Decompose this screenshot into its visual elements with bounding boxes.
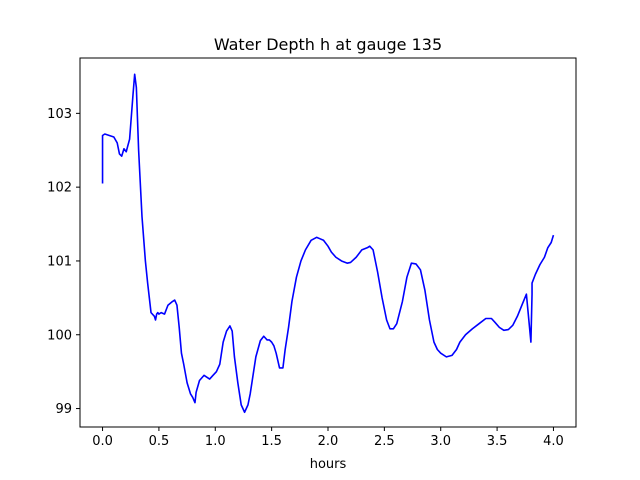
y-tick-label: 103 — [47, 107, 72, 122]
x-tick-label: 0.0 — [92, 434, 113, 449]
x-axis-label: hours — [310, 457, 347, 472]
x-axis-ticks: 0.0 0.5 1.0 1.5 2.0 2.5 3.0 3.5 4.0 — [92, 427, 564, 449]
chart-title: Water Depth h at gauge 135 — [214, 35, 442, 54]
plot-area — [79, 57, 577, 428]
x-tick-label: 3.5 — [487, 434, 508, 449]
x-tick-label: 2.0 — [318, 434, 339, 449]
x-tick-label: 3.0 — [430, 434, 451, 449]
y-tick-label: 99 — [55, 402, 72, 417]
y-tick-label: 101 — [47, 254, 72, 269]
plot-frame — [79, 57, 577, 428]
series-line-0 — [101, 73, 555, 414]
x-tick-label: 0.5 — [149, 434, 170, 449]
x-tick-label: 1.5 — [261, 434, 282, 449]
y-tick-label: 102 — [47, 181, 72, 196]
y-tick-label: 100 — [47, 328, 72, 343]
x-tick-label: 4.0 — [543, 434, 564, 449]
x-tick-label: 2.5 — [374, 434, 395, 449]
x-tick-label: 1.0 — [205, 434, 226, 449]
y-axis-ticks: 99 100 101 102 103 — [47, 107, 80, 417]
